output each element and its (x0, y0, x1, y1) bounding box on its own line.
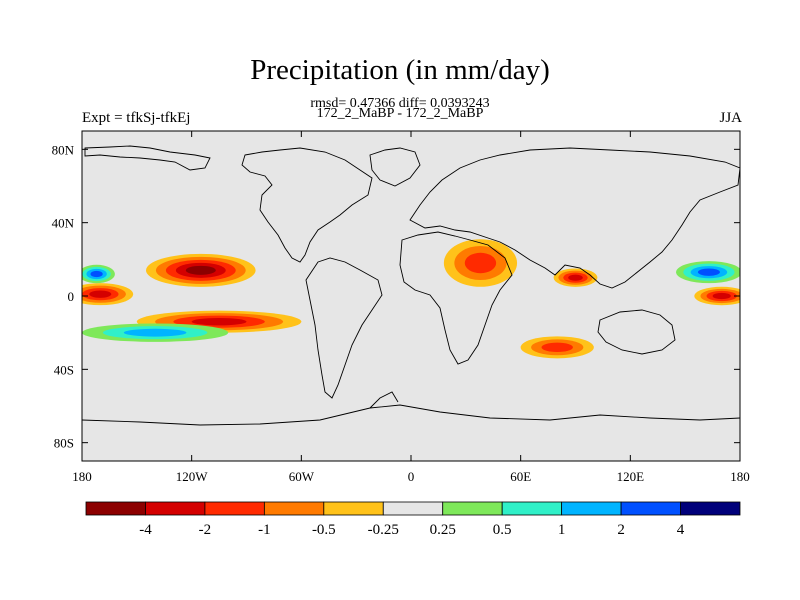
y-tick-label: 0 (68, 289, 75, 304)
colorbar-label: -2 (199, 522, 212, 538)
coast-alaska (84, 145, 211, 171)
x-tick-label: 0 (408, 469, 415, 484)
coast-antarctica (82, 404, 740, 426)
coast-north-america (241, 147, 373, 263)
colorbar-swatch (561, 501, 622, 516)
stats-subtitle: rmsd= 0.47366 diff= 0.0393243 (310, 96, 490, 111)
colorbar-label: -4 (139, 522, 152, 538)
anomaly-dateline-dry (712, 292, 731, 300)
y-tick-label: 40N (52, 216, 75, 231)
x-tick-label: 180 (72, 469, 92, 484)
coast-eurasia (409, 147, 740, 289)
colorbar-swatch (323, 501, 384, 516)
chart-title: Precipitation (in mm/day) (250, 54, 550, 86)
coast-south-america (305, 257, 383, 399)
anomaly-south-indian-dry (541, 342, 573, 353)
colorbar-swatch (145, 501, 206, 516)
y-tick-label: 80N (52, 142, 75, 157)
colorbar-label: 1 (558, 522, 566, 538)
colorbar-label: 2 (617, 522, 625, 538)
coast-australia (597, 309, 676, 355)
colorbar-swatch (442, 501, 503, 516)
colorbar-swatch (680, 501, 741, 516)
anomaly-west-pacific-east-wet (697, 268, 720, 276)
anomaly-equatorial-pacific-dry (89, 290, 112, 298)
coastlines (82, 145, 740, 426)
anomaly-india-dry (568, 274, 583, 281)
x-tick-label: 120E (617, 469, 645, 484)
axes: 180 120W 60W 0 60E 120E 180 80N 40N 0 40S 80S (52, 131, 750, 484)
cases-subtitle: 172_2_MaBP - 172_2_MaBP (316, 106, 484, 121)
colorbar-label: 4 (677, 522, 685, 538)
y-tick-label: 80S (54, 436, 74, 451)
coast-greenland (369, 147, 421, 187)
colorbar-swatch (382, 501, 444, 516)
colorbar-swatch (501, 501, 563, 516)
map-area (82, 131, 740, 461)
experiment-label: Expt = tfkSj-tfkEj (82, 110, 191, 126)
colorbar-label: -1 (258, 522, 271, 538)
colorbar-swatch (85, 501, 146, 516)
x-tick-label: 60E (510, 469, 531, 484)
colorbar-label: -0.25 (368, 522, 399, 538)
colorbar-swatch (620, 501, 681, 516)
colorbar-label: 0.25 (430, 522, 456, 538)
colorbar: -4 -2 -1 -0.5 -0.25 0.25 0.5 1 2 4 (85, 501, 741, 538)
x-tick-label: 180 (730, 469, 750, 484)
anomaly-africa-dry (464, 252, 497, 274)
anomaly-west-pacific-wet-north (90, 270, 103, 278)
anomaly-fields (82, 239, 740, 359)
coast-antarctic-peninsula (369, 391, 399, 409)
map-background (82, 131, 740, 461)
coast-africa (399, 231, 513, 365)
x-tick-label: 60W (289, 469, 315, 484)
colorbar-swatch (263, 501, 325, 516)
colorbar-label: -0.5 (312, 522, 336, 538)
x-tick-label: 120W (176, 469, 209, 484)
y-tick-label: 40S (54, 362, 74, 377)
season-label: JJA (719, 110, 742, 126)
anomaly-east-pacific-dry-north (185, 265, 216, 275)
anomaly-west-pacific-wet-south (123, 328, 187, 337)
colorbar-swatch (204, 501, 265, 516)
anomaly-east-pacific-dry-south (191, 317, 247, 326)
colorbar-label: 0.5 (493, 522, 512, 538)
